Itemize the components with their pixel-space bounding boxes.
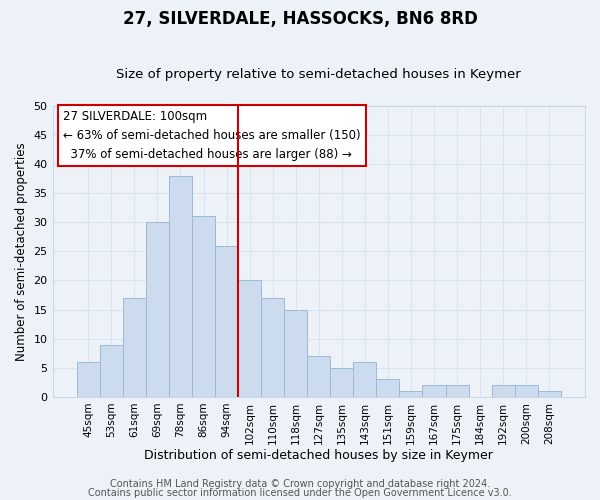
Text: 27, SILVERDALE, HASSOCKS, BN6 8RD: 27, SILVERDALE, HASSOCKS, BN6 8RD [122, 10, 478, 28]
Bar [376, 380, 400, 397]
Bar [215, 246, 238, 397]
Text: Contains HM Land Registry data © Crown copyright and database right 2024.: Contains HM Land Registry data © Crown c… [110, 479, 490, 489]
Bar [446, 386, 469, 397]
Bar [538, 391, 561, 397]
Bar [422, 386, 446, 397]
Text: Contains public sector information licensed under the Open Government Licence v3: Contains public sector information licen… [88, 488, 512, 498]
Bar [330, 368, 353, 397]
Bar [169, 176, 192, 397]
X-axis label: Distribution of semi-detached houses by size in Keymer: Distribution of semi-detached houses by … [145, 450, 493, 462]
Bar [353, 362, 376, 397]
Bar [123, 298, 146, 397]
Bar [400, 391, 422, 397]
Bar [192, 216, 215, 397]
Bar [307, 356, 330, 397]
Text: 27 SILVERDALE: 100sqm
← 63% of semi-detached houses are smaller (150)
  37% of s: 27 SILVERDALE: 100sqm ← 63% of semi-deta… [63, 110, 361, 161]
Bar [515, 386, 538, 397]
Bar [238, 280, 261, 397]
Bar [261, 298, 284, 397]
Title: Size of property relative to semi-detached houses in Keymer: Size of property relative to semi-detach… [116, 68, 521, 81]
Bar [284, 310, 307, 397]
Bar [146, 222, 169, 397]
Bar [77, 362, 100, 397]
Bar [491, 386, 515, 397]
Bar [100, 344, 123, 397]
Y-axis label: Number of semi-detached properties: Number of semi-detached properties [15, 142, 28, 360]
